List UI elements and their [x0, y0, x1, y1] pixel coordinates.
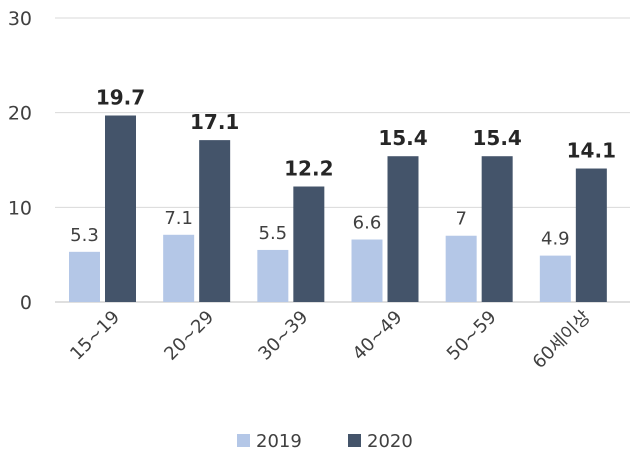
bar-2020-3	[387, 156, 419, 302]
data-label-2020-3: 15.4	[378, 126, 427, 150]
gridlines	[55, 17, 630, 303]
x-tick-label: 20~29	[160, 307, 218, 365]
bar-2020-4	[481, 156, 513, 302]
legend-label-2020: 2020	[367, 431, 413, 452]
y-tick-label: 10	[8, 197, 32, 219]
data-label-2020-1: 17.1	[190, 110, 239, 134]
bar-2019-4	[445, 235, 477, 302]
data-label-2019-1: 7.1	[164, 208, 193, 229]
x-tick-label: 60세이상	[529, 307, 595, 373]
x-tick-label: 30~39	[254, 307, 312, 365]
bar-2019-5	[539, 255, 571, 302]
bar-2020-2	[293, 186, 325, 302]
y-tick-label: 0	[20, 292, 32, 314]
bar-2020-1	[199, 140, 231, 302]
data-label-2020-4: 15.4	[472, 126, 521, 150]
legend-swatch-2020	[348, 434, 361, 447]
bar-2019-1	[163, 234, 195, 302]
data-label-2020-2: 12.2	[284, 157, 333, 181]
bar-2019-3	[351, 239, 383, 302]
bar-2020-0	[105, 115, 136, 302]
bars	[69, 115, 607, 302]
data-label-2020-5: 14.1	[567, 139, 616, 163]
bar-2019-2	[257, 249, 289, 302]
data-label-2020-0: 19.7	[96, 86, 145, 110]
bar-2020-5	[575, 168, 607, 302]
bar-2019-0	[69, 251, 100, 302]
data-label-2019-4: 7	[455, 209, 466, 230]
legend: 2019 2020	[237, 431, 413, 452]
data-label-2019-3: 6.6	[353, 213, 382, 234]
legend-label-2019: 2019	[256, 431, 302, 452]
y-axis: 0 10 20 30	[8, 8, 32, 314]
y-tick-label: 20	[8, 103, 32, 125]
data-label-2019-2: 5.5	[259, 223, 288, 244]
x-tick-label: 15~19	[66, 307, 124, 365]
legend-swatch-2019	[237, 434, 250, 447]
y-tick-label: 30	[8, 8, 32, 30]
x-tick-label: 40~49	[349, 307, 407, 365]
data-label-2019-0: 5.3	[70, 225, 99, 246]
data-labels: 5.3 19.7 7.1 17.1 5.5 12.2 6.6 15.4 7 15.4 4.9 14.1	[70, 86, 616, 250]
x-axis: 15~19 20~29 30~39 40~49 50~59 60세이상	[66, 307, 595, 373]
data-label-2019-5: 4.9	[541, 229, 570, 250]
x-tick-label: 50~59	[443, 307, 501, 365]
